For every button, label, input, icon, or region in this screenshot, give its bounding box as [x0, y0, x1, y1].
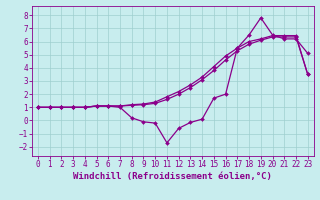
X-axis label: Windchill (Refroidissement éolien,°C): Windchill (Refroidissement éolien,°C)	[73, 172, 272, 181]
